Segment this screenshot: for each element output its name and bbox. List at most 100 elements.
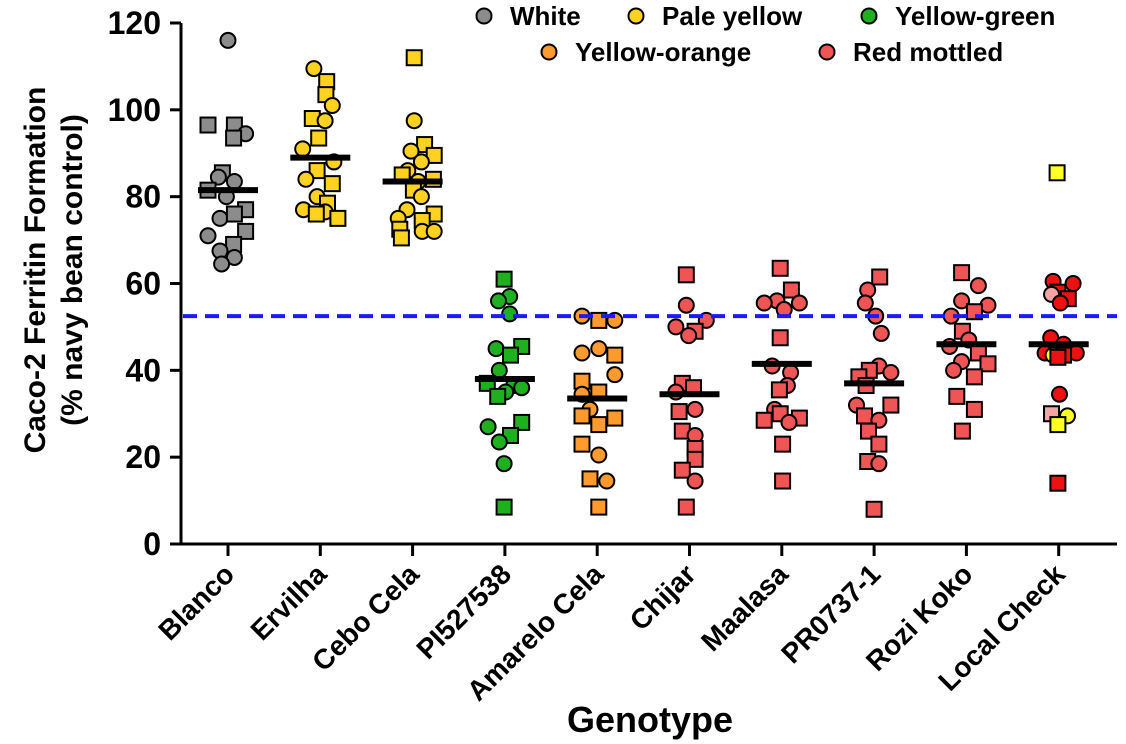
data-point-circle <box>1064 275 1082 292</box>
legend-marker <box>475 7 493 25</box>
data-point-square <box>606 409 624 427</box>
data-point-square <box>199 116 217 134</box>
data-point-circle <box>316 112 334 130</box>
data-point-circle <box>225 172 243 190</box>
data-point-circle <box>402 142 420 160</box>
data-point-circle <box>945 361 963 379</box>
legend-marker <box>860 7 878 25</box>
x-tick-label: Ervilha <box>245 558 333 646</box>
data-point-circle <box>677 296 695 314</box>
mean-bars <box>198 154 1089 402</box>
legend-label: Yellow-green <box>895 1 1055 31</box>
data-point-circle <box>412 188 430 206</box>
data-point-circle <box>680 327 698 345</box>
data-point-square <box>771 259 789 277</box>
data-point-square <box>495 498 513 516</box>
data-point-square <box>774 472 792 490</box>
data-point-circle <box>969 277 987 295</box>
data-point-square <box>502 346 519 364</box>
data-point-circle <box>790 294 808 312</box>
data-point-square <box>308 162 326 180</box>
data-point-circle <box>686 400 704 418</box>
data-point-square <box>870 435 888 453</box>
legend: White Pale yellow Yellow-green Yellow-orang… <box>475 1 1055 67</box>
data-point-square <box>677 266 695 284</box>
data-point-square <box>782 281 800 299</box>
legend-label: Yellow-orange <box>575 37 751 67</box>
y-tick-label: 100 <box>108 92 161 128</box>
legend-marker <box>818 43 836 61</box>
y-axis-title-line1: Caco-2 Ferritin Formation <box>19 87 52 454</box>
data-point-circle <box>953 292 971 310</box>
data-point-circle <box>213 255 231 273</box>
data-point-square <box>770 381 788 399</box>
y-tick-label: 40 <box>125 352 161 388</box>
data-point-circle <box>686 472 704 490</box>
data-point-square <box>686 450 704 468</box>
data-point-square <box>1049 474 1067 492</box>
data-point-circle <box>856 294 874 312</box>
data-point-square <box>856 407 873 425</box>
legend-marker <box>627 7 645 25</box>
data-point-square <box>1048 164 1066 182</box>
data-point-square <box>581 470 599 488</box>
data-point-circle <box>412 153 430 171</box>
data-point-square <box>953 264 971 282</box>
data-point-square <box>329 209 347 227</box>
y-tick-label: 0 <box>143 526 161 562</box>
data-point-circle <box>209 168 227 186</box>
data-point-circle <box>870 455 888 473</box>
data-point-circle <box>1051 294 1069 312</box>
data-point-circle <box>501 305 519 323</box>
data-point-square <box>673 461 691 479</box>
data-point-circle <box>667 318 685 336</box>
data-points <box>199 31 1085 518</box>
data-point-square <box>1049 416 1067 434</box>
y-ticks: 0 20 40 60 80 100 120 <box>108 5 181 562</box>
data-point-square <box>771 329 789 347</box>
data-point-circle <box>425 222 443 240</box>
data-point-circle <box>479 418 497 436</box>
data-point-square <box>489 387 507 405</box>
x-tick-label: Blanco <box>152 558 240 646</box>
data-point-square <box>323 175 341 193</box>
legend-label: Pale yellow <box>662 1 803 31</box>
data-point-square <box>953 422 971 440</box>
legend-label: Red mottled <box>853 37 1003 67</box>
y-tick-label: 120 <box>108 5 161 41</box>
y-tick-label: 80 <box>125 179 161 215</box>
y-tick-label: 20 <box>125 439 161 475</box>
data-point-circle <box>882 364 900 382</box>
data-point-square <box>965 400 983 418</box>
data-point-square <box>670 403 688 421</box>
legend-marker <box>540 43 558 61</box>
data-point-circle <box>598 472 616 490</box>
data-point-circle <box>323 96 341 114</box>
data-point-square <box>677 498 695 516</box>
x-tick-label: Chijar <box>624 558 702 636</box>
data-point-circle <box>590 340 608 358</box>
data-point-square <box>1049 348 1067 366</box>
data-point-circle <box>405 112 423 130</box>
data-point-circle <box>872 324 890 342</box>
data-point-square <box>871 268 889 286</box>
x-axis-title: Genotype <box>567 699 733 740</box>
data-point-circle <box>606 366 624 384</box>
data-point-circle <box>297 170 315 188</box>
data-point-square <box>590 498 608 516</box>
y-tick-label: 60 <box>125 266 161 302</box>
data-point-square <box>495 270 513 288</box>
data-point-square <box>225 129 243 147</box>
data-point-square <box>573 435 591 453</box>
data-point-circle <box>495 455 513 473</box>
data-point-circle <box>490 433 508 451</box>
data-point-square <box>979 355 997 373</box>
data-point-circle <box>487 340 505 358</box>
legend-label: White <box>510 1 581 31</box>
data-point-square <box>882 396 900 414</box>
data-point-circle <box>513 379 531 397</box>
data-point-square <box>606 346 624 364</box>
data-point-circle <box>780 413 798 431</box>
